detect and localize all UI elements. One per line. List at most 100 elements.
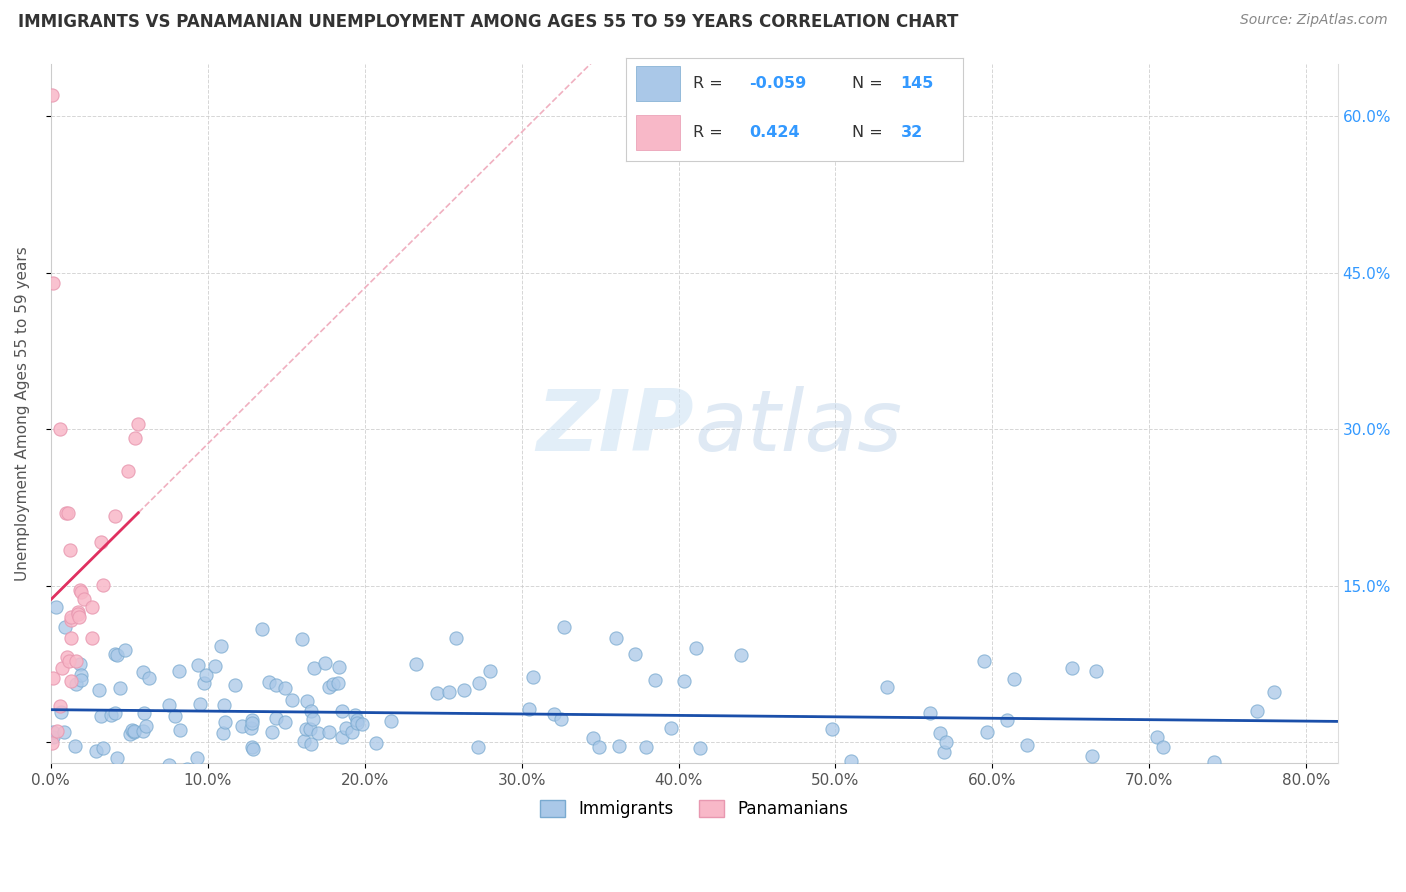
Point bbox=[517, 702, 540, 716]
Text: Source: ZipAtlas.com: Source: ZipAtlas.com bbox=[1240, 13, 1388, 28]
Point bbox=[60, 610, 83, 624]
Point bbox=[120, 727, 142, 741]
Point bbox=[169, 723, 191, 737]
Point bbox=[56, 506, 79, 520]
Point bbox=[1015, 777, 1038, 791]
Point bbox=[67, 607, 90, 621]
Point bbox=[104, 706, 127, 721]
Point bbox=[634, 739, 657, 754]
Point bbox=[69, 667, 91, 681]
Point bbox=[69, 582, 91, 597]
Point bbox=[65, 677, 87, 691]
Point bbox=[876, 680, 898, 694]
Point bbox=[212, 725, 235, 739]
Point bbox=[340, 725, 363, 739]
Point bbox=[266, 678, 288, 692]
Point bbox=[644, 673, 666, 687]
Point bbox=[49, 422, 72, 436]
Point bbox=[335, 721, 357, 735]
Point bbox=[298, 802, 321, 816]
Point bbox=[56, 650, 79, 665]
Point bbox=[412, 781, 434, 796]
Point bbox=[135, 719, 157, 733]
Point bbox=[242, 742, 264, 756]
Point bbox=[124, 723, 146, 738]
Point bbox=[42, 730, 65, 744]
Point bbox=[55, 506, 77, 520]
Point bbox=[240, 716, 263, 731]
Point bbox=[93, 740, 115, 755]
Point bbox=[328, 675, 350, 690]
Point bbox=[295, 722, 318, 736]
Point bbox=[51, 661, 73, 675]
Point bbox=[730, 648, 752, 662]
Text: -0.059: -0.059 bbox=[749, 76, 806, 91]
Point bbox=[42, 725, 65, 739]
Point bbox=[935, 735, 957, 749]
Point bbox=[55, 620, 77, 634]
Point bbox=[45, 723, 67, 738]
Point bbox=[204, 658, 226, 673]
Text: R =: R = bbox=[693, 76, 723, 91]
Point bbox=[685, 641, 707, 656]
Point bbox=[1201, 777, 1223, 791]
Point bbox=[607, 739, 630, 753]
Point bbox=[59, 614, 82, 628]
Point bbox=[328, 660, 350, 674]
Point bbox=[157, 758, 180, 772]
Point bbox=[157, 698, 180, 712]
Point bbox=[87, 683, 110, 698]
Point bbox=[138, 671, 160, 685]
Point bbox=[582, 731, 605, 746]
Point bbox=[444, 631, 467, 645]
Point bbox=[250, 623, 273, 637]
Point bbox=[222, 770, 245, 784]
Point bbox=[624, 647, 647, 661]
FancyBboxPatch shape bbox=[636, 115, 679, 150]
Point bbox=[1084, 664, 1107, 678]
Point bbox=[104, 508, 127, 523]
Point bbox=[299, 722, 322, 736]
Point bbox=[209, 639, 232, 653]
Point bbox=[274, 681, 297, 695]
Point bbox=[163, 708, 186, 723]
Point bbox=[550, 712, 572, 726]
Point bbox=[117, 464, 139, 478]
Point bbox=[318, 680, 340, 694]
Point bbox=[1152, 740, 1174, 755]
Point bbox=[553, 620, 575, 634]
Point bbox=[295, 693, 318, 707]
Point bbox=[973, 654, 995, 668]
Point bbox=[110, 681, 132, 696]
Point bbox=[41, 736, 63, 750]
Y-axis label: Unemployment Among Ages 55 to 59 years: Unemployment Among Ages 55 to 59 years bbox=[15, 246, 30, 581]
Point bbox=[131, 665, 153, 680]
Point bbox=[127, 417, 149, 432]
Point bbox=[84, 744, 107, 758]
Point bbox=[48, 699, 70, 714]
Point bbox=[204, 776, 226, 790]
Point bbox=[689, 740, 711, 755]
Point bbox=[257, 674, 280, 689]
Point bbox=[343, 707, 366, 722]
Point bbox=[426, 686, 449, 700]
Point bbox=[167, 664, 190, 678]
Point bbox=[659, 721, 682, 735]
Point bbox=[239, 721, 262, 735]
Point bbox=[380, 714, 402, 728]
Point bbox=[1146, 731, 1168, 745]
Text: R =: R = bbox=[693, 126, 723, 140]
Point bbox=[307, 726, 329, 740]
Text: 145: 145 bbox=[901, 76, 934, 91]
Point bbox=[453, 683, 475, 698]
Point bbox=[41, 88, 63, 103]
Point bbox=[548, 773, 571, 788]
Point bbox=[100, 707, 122, 722]
Point bbox=[467, 739, 489, 754]
Point bbox=[405, 657, 427, 671]
Point bbox=[194, 667, 217, 681]
Point bbox=[672, 674, 695, 689]
Point bbox=[70, 673, 93, 688]
Point bbox=[605, 632, 627, 646]
Point bbox=[976, 724, 998, 739]
